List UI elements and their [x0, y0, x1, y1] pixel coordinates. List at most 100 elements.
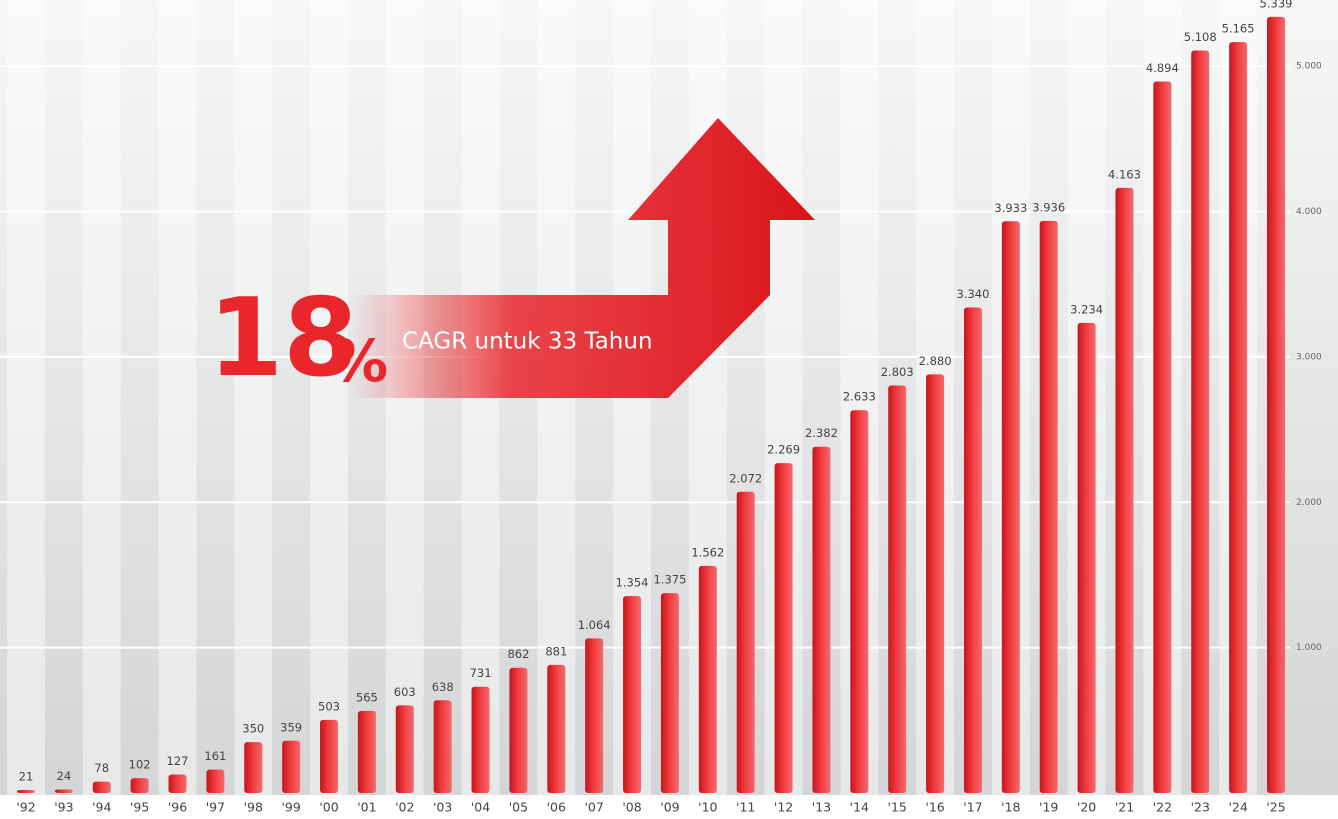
value-label: 503 — [318, 699, 340, 713]
x-tick-label: '93 — [54, 800, 73, 815]
bar — [812, 446, 831, 793]
value-label: 2.382 — [805, 426, 838, 440]
value-label: 3.936 — [1032, 200, 1065, 214]
x-tick-label: '23 — [1191, 800, 1210, 815]
x-tick-label: '10 — [698, 800, 717, 815]
bar — [774, 463, 793, 793]
value-label: 1.375 — [653, 573, 686, 587]
bar — [92, 781, 111, 793]
x-tick-label: '01 — [357, 800, 376, 815]
x-tick-label: '24 — [1228, 800, 1247, 815]
x-tick-label: '02 — [395, 800, 414, 815]
x-tick-label: '92 — [16, 800, 35, 815]
value-label: 3.234 — [1070, 302, 1103, 316]
stripe — [310, 0, 348, 795]
x-tick-label: '08 — [622, 800, 641, 815]
x-tick-label: '05 — [509, 800, 528, 815]
bar — [547, 664, 566, 793]
x-tick-label: '94 — [92, 800, 111, 815]
x-tick-label: '11 — [736, 800, 755, 815]
value-label: 359 — [280, 720, 302, 734]
bar — [471, 686, 490, 793]
bar — [17, 789, 35, 793]
bar — [1153, 81, 1172, 793]
x-tick-label: '13 — [812, 800, 831, 815]
bar — [623, 596, 642, 793]
value-label: 5.339 — [1260, 0, 1293, 10]
bar — [357, 710, 376, 793]
bar — [244, 742, 263, 793]
value-label: 638 — [432, 680, 454, 694]
x-tick-label: '15 — [888, 800, 907, 815]
stripe — [158, 0, 197, 795]
value-label: 161 — [204, 749, 226, 763]
bar — [1229, 42, 1248, 793]
value-label: 2.803 — [881, 365, 914, 379]
x-tick-label: '19 — [1039, 800, 1058, 815]
bar — [130, 778, 149, 793]
stripe — [82, 0, 121, 795]
value-label: 21 — [19, 769, 34, 783]
bar — [168, 774, 187, 793]
value-label: 2.072 — [729, 471, 762, 485]
value-label: 862 — [507, 647, 529, 661]
cagr-unit: % — [330, 327, 388, 395]
bar — [660, 593, 679, 793]
bar — [1191, 50, 1210, 794]
x-tick-label: '04 — [471, 800, 490, 815]
value-label: 1.562 — [691, 545, 724, 559]
x-tick-label: '18 — [1001, 800, 1020, 815]
x-tick-label: '03 — [433, 800, 452, 815]
y-tick-label: 2.000 — [1296, 498, 1322, 508]
bar — [509, 667, 528, 793]
bar — [320, 719, 339, 793]
value-label: 4.894 — [1146, 61, 1179, 75]
bar — [585, 638, 604, 793]
x-tick-label: '17 — [963, 800, 982, 815]
x-tick-label: '20 — [1077, 800, 1096, 815]
bar — [850, 410, 869, 793]
bar — [888, 385, 907, 793]
value-label: 5.165 — [1222, 22, 1255, 36]
x-tick-label: '14 — [850, 800, 869, 815]
value-label: 24 — [57, 769, 72, 783]
x-tick-label: '09 — [660, 800, 679, 815]
growth-arrow — [350, 118, 815, 398]
bar — [282, 740, 301, 793]
x-tick-label: '21 — [1115, 800, 1134, 815]
x-tick-label: '96 — [168, 800, 187, 815]
value-label: 2.633 — [843, 390, 876, 404]
value-label: 102 — [129, 758, 151, 772]
bar — [1267, 16, 1285, 793]
y-tick-label: 3.000 — [1296, 352, 1322, 362]
value-label: 350 — [242, 722, 264, 736]
y-tick-label: 5.000 — [1296, 62, 1322, 72]
x-tick-label: '06 — [547, 800, 566, 815]
y-tick-label: 1.000 — [1296, 643, 1322, 653]
y-tick-label: 4.000 — [1296, 207, 1322, 217]
value-label: 881 — [545, 644, 567, 658]
x-tick-label: '97 — [206, 800, 225, 815]
bar — [1115, 187, 1134, 794]
bar — [1001, 221, 1020, 794]
x-tick-label: '16 — [925, 800, 944, 815]
value-label: 3.340 — [957, 287, 990, 301]
stripe — [234, 0, 273, 795]
x-tick-label: '00 — [319, 800, 338, 815]
x-tick-label: '07 — [585, 800, 604, 815]
value-label: 1.064 — [578, 618, 611, 632]
x-tick-label: '25 — [1266, 800, 1285, 815]
value-label: 1.354 — [616, 576, 649, 590]
x-tick-label: '22 — [1153, 800, 1172, 815]
value-label: 5.108 — [1184, 30, 1217, 44]
x-tick-label: '98 — [244, 800, 263, 815]
bar — [963, 307, 982, 793]
x-tick-label: '95 — [130, 800, 149, 815]
bar — [926, 374, 945, 793]
cagr-text: CAGR untuk 33 Tahun — [402, 329, 653, 355]
bar — [206, 769, 225, 793]
bar — [433, 700, 452, 793]
stripe — [7, 0, 45, 795]
bar — [1077, 322, 1096, 793]
